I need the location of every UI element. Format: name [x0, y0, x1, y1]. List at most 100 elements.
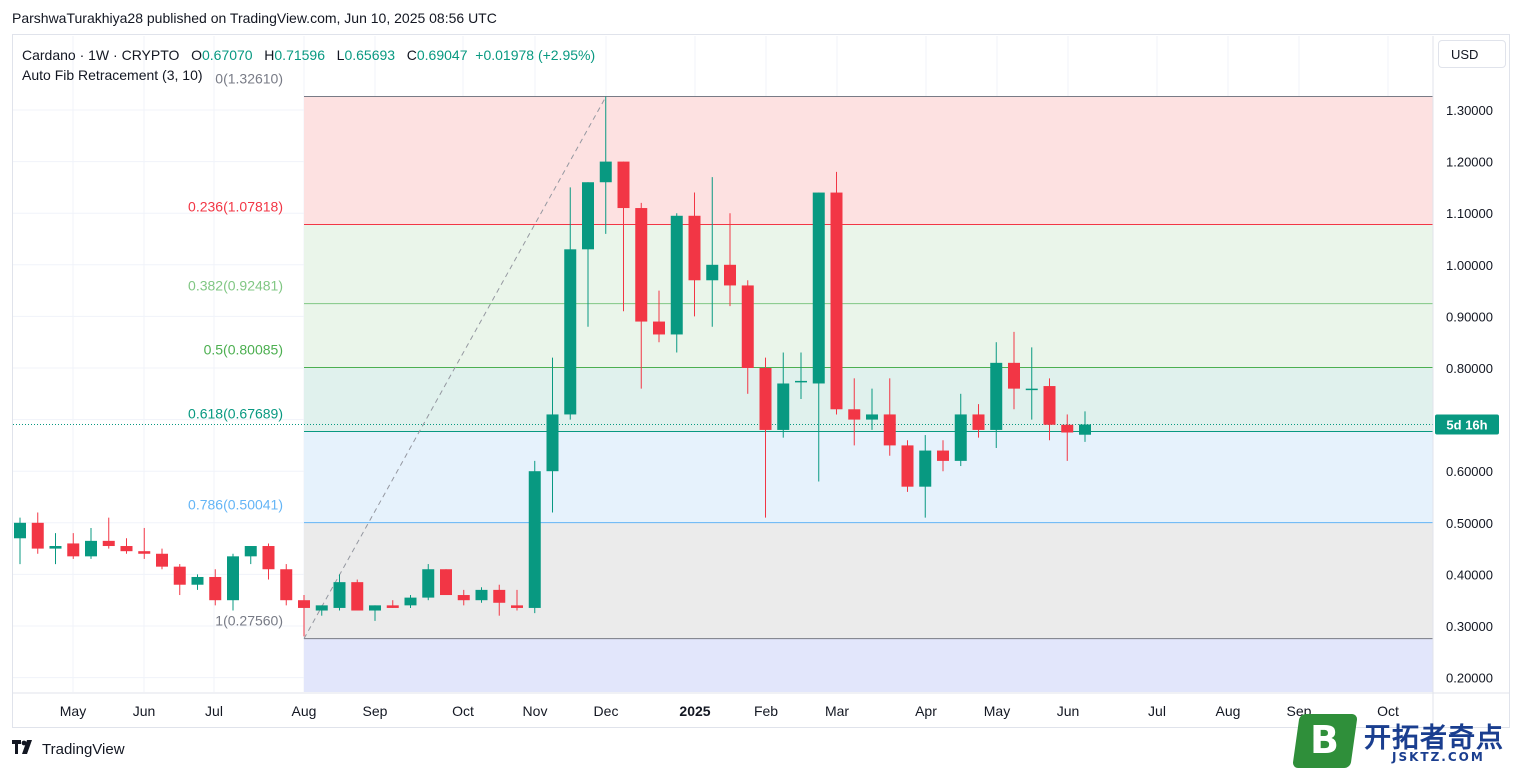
x-tick-label: Jul [205, 703, 223, 719]
candle-body [759, 368, 772, 430]
candle-body [919, 450, 932, 487]
fib-trend-line [303, 96, 607, 639]
candle-body [901, 445, 914, 487]
fib-zone [304, 303, 1433, 368]
watermark: B 开拓者奇点 JSKTZ.COM [1292, 712, 1520, 770]
open-key: O [191, 47, 202, 63]
x-tick-label: Jun [133, 703, 156, 719]
x-tick-label: Jun [1057, 703, 1080, 719]
candle-body [14, 522, 26, 539]
low-key: L [336, 47, 345, 63]
y-tick-label: 0.30000 [1446, 619, 1493, 634]
fib-level-label: 0.786(0.50041) [188, 497, 283, 513]
candle-body [333, 582, 346, 608]
x-tick-label: Jul [1148, 703, 1166, 719]
candle-body [31, 522, 44, 549]
candle-body [688, 215, 701, 281]
candle-body [1025, 388, 1038, 391]
watermark-badge-letter: B [1310, 718, 1339, 762]
chart-legend: Cardano · 1W · CRYPTO O0.67070 H0.71596 … [22, 45, 595, 85]
x-tick-label: May [984, 703, 1010, 719]
open-value: 0.67070 [201, 47, 253, 63]
candle-body [351, 582, 364, 611]
low-value: 0.65693 [344, 47, 396, 63]
y-tick-label: 0.50000 [1446, 516, 1493, 531]
candle-body [298, 600, 310, 608]
candle-body [511, 605, 523, 608]
x-tick-label: Nov [523, 703, 548, 719]
tradingview-mark-icon [12, 740, 36, 759]
fib-zone [304, 96, 1433, 225]
candle-body [209, 576, 222, 601]
candle-body [564, 249, 577, 415]
y-tick-label: 0.60000 [1446, 464, 1493, 479]
x-tick-label: Apr [915, 703, 937, 719]
candle-body [227, 556, 239, 601]
fib-level-label: 0.236(1.07818) [188, 198, 283, 214]
candle-body [493, 589, 506, 603]
published-caption: ParshwaTurakhiya28 published on TradingV… [12, 10, 497, 26]
candle-body [315, 605, 328, 611]
candle-body [173, 566, 186, 585]
candle-body [138, 551, 151, 554]
candle-body [848, 409, 861, 420]
fib-level-label: 0.5(0.80085) [204, 342, 283, 358]
candle-body [866, 414, 878, 420]
candle-body [422, 569, 435, 598]
candle-body [653, 321, 665, 335]
candle-body [1043, 386, 1056, 425]
candle-body [599, 161, 612, 183]
x-tick-label: Oct [452, 703, 474, 719]
y-tick-label: 0.80000 [1446, 361, 1493, 376]
fib-zone [304, 522, 1433, 639]
indicator-label[interactable]: Auto Fib Retracement (3, 10) [22, 67, 203, 83]
candle-body [67, 543, 80, 557]
x-tick-label: 2025 [679, 703, 710, 719]
watermark-name: 开拓者奇点 [1364, 723, 1504, 754]
candle-body [670, 215, 683, 335]
watermark-url: JSKTZ.COM [1392, 750, 1485, 764]
x-tick-label: Feb [754, 703, 778, 719]
high-value: 0.71596 [274, 47, 325, 63]
fib-level-label: 0.382(0.92481) [188, 278, 283, 294]
candle-body [528, 471, 541, 608]
close-value: 0.69047 [416, 47, 468, 63]
tradingview-logo[interactable]: TradingView [12, 740, 125, 759]
candle-body [369, 605, 381, 611]
x-tick-label: Oct [1377, 703, 1399, 719]
y-tick-label: 1.30000 [1446, 103, 1493, 118]
candle-body [546, 414, 559, 472]
candle-body [1008, 362, 1020, 389]
candle-body [1079, 424, 1091, 435]
candle-body [280, 569, 293, 601]
candle-body [954, 414, 967, 461]
fib-level-label: 0.618(0.67689) [188, 406, 283, 422]
high-key: H [264, 47, 275, 63]
currency-button[interactable]: USD [1438, 40, 1506, 68]
candle-body [990, 362, 1003, 430]
close-key: C [406, 47, 417, 63]
y-tick-label: 0.90000 [1446, 309, 1493, 324]
candle-body [475, 589, 488, 601]
x-tick-label: Mar [825, 703, 849, 719]
candle-body [262, 546, 275, 570]
candle-body [191, 576, 204, 585]
x-tick-label: Aug [1216, 703, 1241, 719]
candle-body [795, 380, 807, 383]
candle-body [1061, 424, 1074, 433]
tradingview-brand-text: TradingView [42, 741, 125, 758]
candle-body [440, 569, 452, 596]
chart-frame [12, 34, 1510, 728]
candle-body [457, 595, 470, 601]
candle-body [85, 540, 97, 557]
candle-body [102, 540, 115, 547]
candle-body [156, 553, 168, 567]
fib-zone [304, 638, 1433, 692]
symbol-label[interactable]: Cardano · 1W · CRYPTO [22, 47, 180, 63]
x-tick-label: Dec [594, 703, 619, 719]
candle-body [386, 605, 399, 608]
candle-body [830, 192, 843, 410]
candle-body [883, 414, 896, 446]
y-tick-label: 0.20000 [1446, 671, 1493, 686]
